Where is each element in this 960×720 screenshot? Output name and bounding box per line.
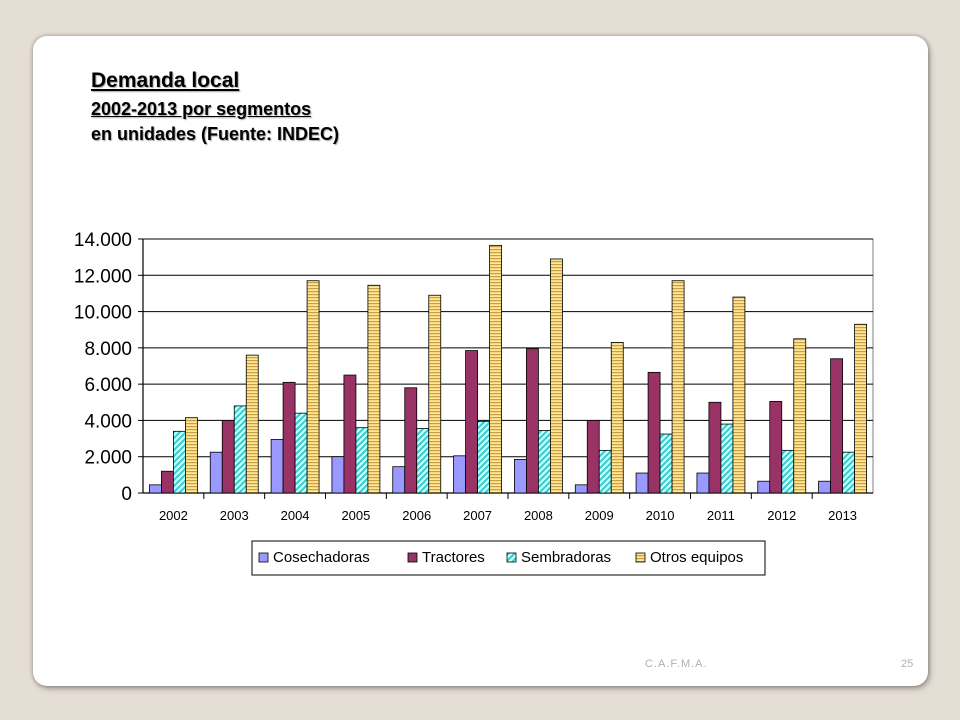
bar-tractores-2010 <box>647 371 661 494</box>
bar-sembradoras-2011 <box>720 423 734 494</box>
bar-cosechadoras-2004 <box>270 439 284 494</box>
x-tick-label: 2005 <box>341 508 370 523</box>
bar-tractores-2012 <box>769 400 783 494</box>
bar-cosechadoras-2002 <box>149 484 162 494</box>
x-tick-label: 2002 <box>159 508 188 523</box>
y-tick-label: 4.000 <box>84 411 132 432</box>
x-tick-label: 2009 <box>585 508 614 523</box>
bar-otros-equipos-2004 <box>306 280 320 494</box>
plot-area: 0 2.000 4.000 6.000 8.000 10.000 12.000 14.000 2… <box>74 230 874 523</box>
x-tick-label: 2003 <box>220 508 249 523</box>
bar-cosechadoras-2008 <box>514 459 527 494</box>
bar-otros-equipos-2005 <box>367 284 381 494</box>
legend-label: Tractores <box>422 549 485 566</box>
bar-tractores-2004 <box>282 381 296 494</box>
slide-subtitle: 2002-2013 por segmentos <box>91 99 312 119</box>
footer-organization: C.A.F.M.A. <box>645 658 708 670</box>
bar-tractores-2011 <box>708 401 722 494</box>
bar-cosechadoras-2009 <box>574 484 588 494</box>
legend-swatch <box>407 552 418 563</box>
bar-sembradoras-2005 <box>355 427 369 494</box>
legend-label: Otros equipos <box>650 549 743 566</box>
plot-frame <box>142 238 874 494</box>
bar-cosechadoras-2012 <box>757 480 771 494</box>
bar-sembradoras-2003 <box>233 405 247 494</box>
bar-otros-equipos-2012 <box>793 338 807 494</box>
slide-subtitle-source: en unidades (Fuente: INDEC) <box>91 124 340 144</box>
bar-tractores-2008 <box>526 348 539 494</box>
bar-tractores-2009 <box>586 420 600 494</box>
bar-cosechadoras-2006 <box>392 466 406 494</box>
bar-otros-equipos-2007 <box>489 244 502 494</box>
bar-tractores-2003 <box>221 420 235 494</box>
bar-sembradoras-2008 <box>538 430 551 494</box>
bar-sembradoras-2006 <box>416 428 430 494</box>
y-tick-label: 8.000 <box>84 339 132 360</box>
x-tick-label: 2011 <box>707 508 735 523</box>
y-tick-label: 6.000 <box>84 375 132 396</box>
bar-otros-equipos-2010 <box>671 280 685 494</box>
bar-cosechadoras-2011 <box>696 472 710 494</box>
bar-otros-equipos-2009 <box>610 342 624 494</box>
bar-otros-equipos-2006 <box>428 294 442 494</box>
legend-swatch <box>635 552 646 563</box>
bar-tractores-2013 <box>830 358 843 494</box>
legend-swatch <box>258 552 269 563</box>
bar-sembradoras-2012 <box>781 449 795 494</box>
bar-cosechadoras-2007 <box>453 455 466 494</box>
bar-cosechadoras-2003 <box>209 451 223 494</box>
legend-swatch <box>506 552 517 563</box>
bar-sembradoras-2004 <box>294 412 308 494</box>
x-tick-label: 2007 <box>463 508 492 523</box>
bar-otros-equipos-2003 <box>245 354 259 494</box>
page-number: 25 <box>901 658 914 670</box>
y-tick-label: 14.000 <box>74 230 132 251</box>
x-tick-label: 2013 <box>828 508 857 523</box>
y-tick-label: 12.000 <box>74 266 132 287</box>
x-tick-label: 2012 <box>767 508 796 523</box>
bar-sembradoras-2010 <box>659 433 673 494</box>
y-tick-label: 10.000 <box>74 303 132 324</box>
bar-tractores-2005 <box>343 374 357 494</box>
bar-cosechadoras-2013 <box>818 480 831 494</box>
legend-label: Cosechadoras <box>273 549 370 566</box>
x-tick-label: 2010 <box>646 508 675 523</box>
legend-label: Sembradoras <box>521 549 611 566</box>
bar-tractores-2002 <box>161 470 174 494</box>
slide-title: Demanda local <box>91 69 240 92</box>
x-tick-label: 2006 <box>402 508 431 523</box>
bar-sembradoras-2002 <box>173 430 186 494</box>
y-tick-label: 0 <box>121 484 132 505</box>
bar-sembradoras-2007 <box>477 420 490 494</box>
bar-otros-equipos-2011 <box>732 296 746 494</box>
bar-tractores-2007 <box>465 350 478 494</box>
bar-cosechadoras-2005 <box>331 456 345 494</box>
bar-tractores-2006 <box>404 387 418 494</box>
x-tick-label: 2004 <box>281 508 310 523</box>
bar-cosechadoras-2010 <box>635 472 649 494</box>
y-tick-label: 2.000 <box>84 448 132 469</box>
bar-otros-equipos-2013 <box>854 323 867 494</box>
x-tick-label: 2008 <box>524 508 553 523</box>
bar-sembradoras-2009 <box>598 449 612 494</box>
bar-otros-equipos-2008 <box>550 258 563 494</box>
bar-otros-equipos-2002 <box>185 417 198 494</box>
bar-sembradoras-2013 <box>842 451 855 494</box>
legend: Cosechadoras Tractores Sembradoras Otros eq… <box>251 540 766 576</box>
